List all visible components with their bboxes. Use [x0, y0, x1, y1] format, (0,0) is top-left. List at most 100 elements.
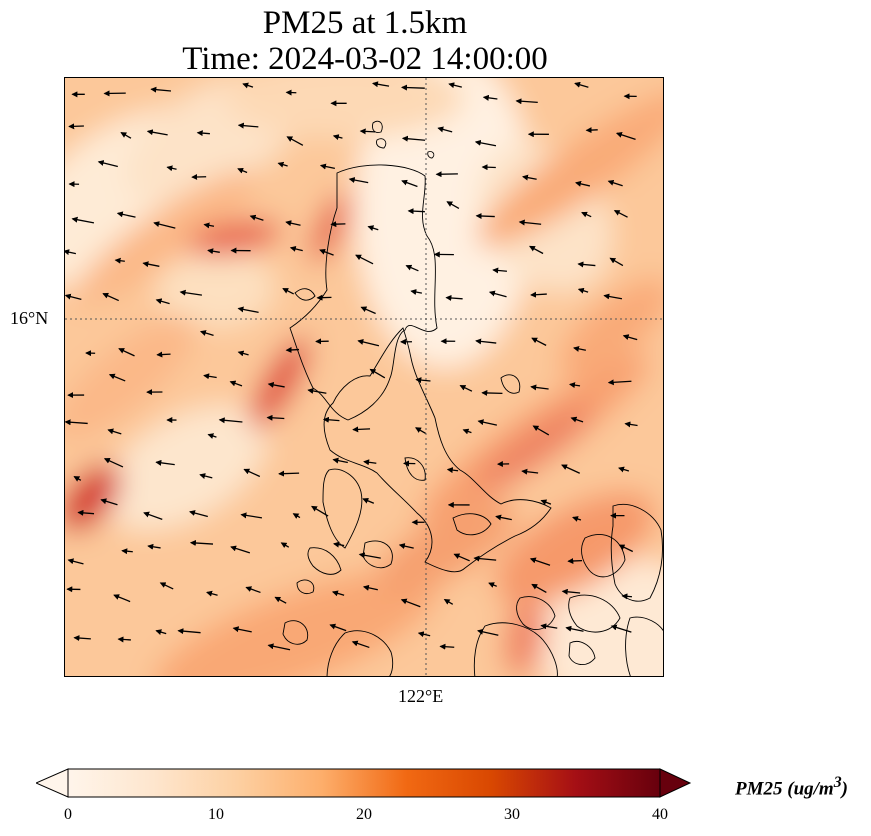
- wind-arrow: [107, 428, 122, 435]
- wind-arrow: [352, 426, 371, 433]
- wind-arrow: [355, 254, 374, 265]
- wind-arrow: [147, 543, 161, 550]
- coastline-segment: [296, 579, 315, 594]
- colorbar-label: PM25 (ug/m3): [735, 774, 848, 800]
- wind-arrow: [401, 84, 425, 91]
- wind-arrow: [331, 590, 345, 597]
- field-mid-band: [558, 278, 663, 378]
- wind-arrow: [206, 590, 218, 597]
- wind-arrow: [621, 593, 633, 600]
- wind-arrow: [531, 337, 547, 346]
- wind-arrow: [437, 126, 453, 133]
- wind-arrow: [358, 552, 381, 559]
- wind-arrow: [67, 558, 84, 565]
- wind-arrow: [120, 132, 132, 139]
- wind-arrow: [532, 425, 550, 436]
- field-hotspot: [476, 405, 594, 491]
- wind-arrow: [351, 640, 370, 649]
- wind-arrow: [218, 417, 243, 424]
- wind-arrow: [203, 222, 215, 229]
- coastline-segment: [610, 504, 663, 602]
- wind-arrow: [333, 541, 345, 548]
- wind-arrow: [415, 377, 431, 384]
- wind-arrow: [439, 643, 455, 650]
- wind-arrow: [357, 339, 380, 347]
- wind-arrow: [372, 81, 390, 88]
- wind-arrow: [475, 213, 495, 220]
- wind-arrow: [230, 545, 251, 554]
- wind-arrow: [529, 557, 551, 566]
- wind-arrow: [607, 179, 623, 187]
- wind-arrow: [518, 219, 542, 226]
- wind-arrow: [289, 245, 303, 252]
- wind-arrow: [207, 248, 220, 255]
- wind-arrow: [613, 210, 628, 218]
- wind-arrow: [113, 594, 131, 603]
- wind-arrow: [242, 82, 254, 89]
- wind-arrow: [572, 516, 582, 522]
- wind-arrow: [155, 629, 167, 636]
- colorbar-extend-min: [36, 768, 69, 798]
- wind-arrow: [285, 346, 300, 353]
- field-mid-band: [73, 171, 257, 305]
- colorbar-extend-max: [659, 768, 692, 798]
- wind-arrow: [249, 214, 264, 221]
- coastline-segment: [452, 513, 492, 536]
- wind-arrow: [531, 583, 547, 593]
- wind-arrow: [278, 470, 300, 477]
- wind-arrow: [398, 543, 414, 550]
- coastline-segment: [404, 457, 426, 481]
- wind-arrow: [462, 428, 472, 435]
- field-low-zone: [103, 405, 267, 531]
- wind-arrow: [237, 350, 249, 357]
- coastline-segment: [568, 594, 621, 633]
- wind-arrow: [73, 476, 82, 482]
- wind-arrow: [156, 351, 171, 358]
- wind-arrow: [199, 330, 214, 337]
- field-mid-band: [374, 500, 516, 596]
- wind-arrow: [415, 427, 426, 434]
- wind-arrow: [492, 267, 508, 274]
- wind-arrow: [243, 468, 261, 478]
- wind-arrow: [237, 122, 259, 129]
- wind-arrow: [267, 381, 285, 388]
- wind-arrow: [577, 287, 589, 294]
- wind-arrow: [561, 588, 581, 595]
- wind-arrow: [307, 388, 327, 394]
- wind-arrow: [73, 635, 91, 642]
- colorbar-tick-30: 30: [504, 806, 520, 823]
- wind-arrow: [311, 505, 329, 517]
- wind-arrow: [473, 555, 497, 562]
- wind-arrow: [529, 245, 544, 255]
- wind-arrow: [179, 289, 203, 296]
- wind-arrow: [203, 373, 217, 380]
- wind-arrow: [569, 382, 581, 389]
- colorbar-tick-0: 0: [64, 806, 72, 823]
- wind-arrow: [407, 208, 425, 215]
- wind-arrow: [477, 628, 499, 636]
- field-mid-band: [494, 491, 656, 605]
- wind-arrow: [277, 161, 288, 168]
- wind-arrow: [400, 598, 421, 608]
- wind-arrow: [570, 416, 584, 423]
- wind-arrow: [445, 294, 463, 301]
- wind-arrow: [540, 623, 558, 630]
- wind-vectors: [65, 81, 638, 651]
- coastline-segment: [282, 620, 309, 645]
- wind-arrow: [417, 631, 431, 638]
- colorbar-tick-40: 40: [652, 806, 668, 823]
- map-canvas: [65, 78, 663, 676]
- wind-arrow: [359, 128, 376, 135]
- wind-arrow: [319, 163, 336, 170]
- wind-arrow: [446, 467, 459, 474]
- colorbar-tick-20: 20: [356, 806, 372, 823]
- wind-arrow: [615, 131, 636, 140]
- wind-arrow: [332, 134, 343, 141]
- wind-arrow: [530, 384, 549, 391]
- wind-arrow: [155, 298, 170, 305]
- wind-arrow: [237, 306, 259, 313]
- colorbar-body: [67, 768, 661, 798]
- wind-arrow: [369, 368, 386, 379]
- wind-arrow: [360, 306, 376, 315]
- wind-arrow: [622, 334, 638, 341]
